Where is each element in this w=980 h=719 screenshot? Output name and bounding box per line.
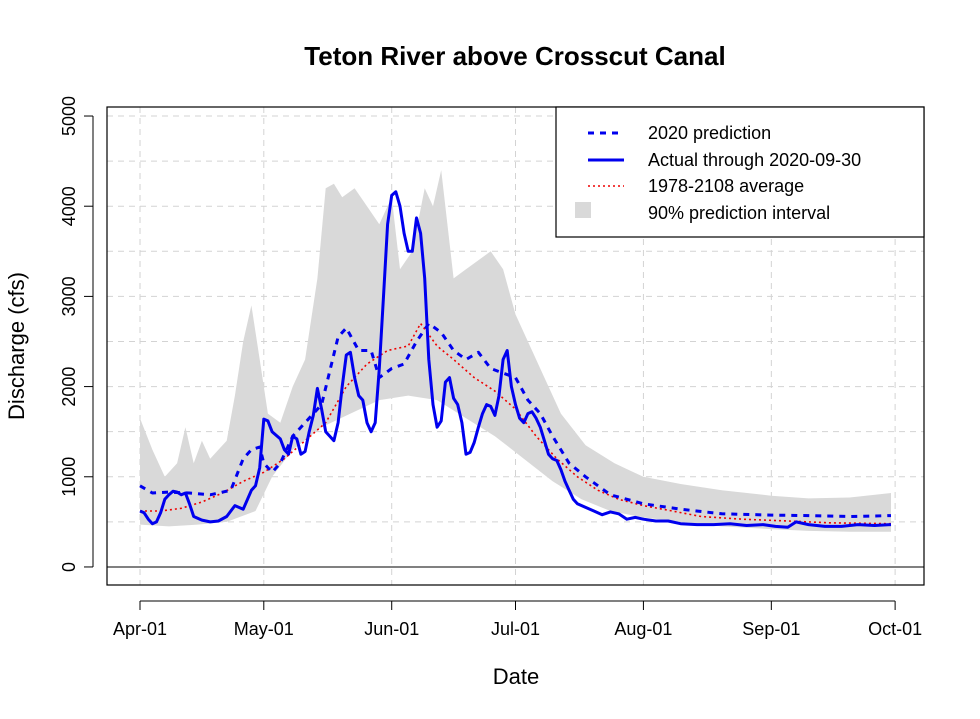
y-axis-label: Discharge (cfs) — [4, 272, 29, 420]
y-tick-label-2: 2000 — [59, 367, 79, 407]
chart-title: Teton River above Crosscut Canal — [304, 41, 725, 71]
x-tick-label-2: Jun-01 — [364, 619, 419, 639]
x-tick-label-3: Jul-01 — [491, 619, 540, 639]
interval-layer — [140, 170, 891, 532]
series-line-actual — [139, 190, 892, 529]
legend-label-average: 1978-2108 average — [648, 176, 804, 196]
y-tick-label-4: 4000 — [59, 186, 79, 226]
x-tick-label-5: Sep-01 — [742, 619, 800, 639]
series-line-prediction — [139, 322, 892, 518]
y-tick-label-0: 0 — [59, 562, 79, 572]
legend-label-interval: 90% prediction interval — [648, 203, 830, 223]
legend-swatch-interval — [575, 202, 591, 218]
x-tick-label-0: Apr-01 — [113, 619, 167, 639]
x-tick-label-1: May-01 — [234, 619, 294, 639]
y-axis: 0 1000 2000 3000 4000 5000 — [59, 96, 94, 572]
x-axis: Apr-01 May-01 Jun-01 Jul-01 Aug-01 Sep-01 Oct-… — [113, 600, 922, 639]
legend-label-prediction: 2020 prediction — [648, 123, 771, 143]
x-tick-label-4: Aug-01 — [614, 619, 672, 639]
prediction-interval-band — [140, 170, 891, 532]
y-tick-label-3: 3000 — [59, 276, 79, 316]
legend-label-actual: Actual through 2020-09-30 — [648, 150, 861, 170]
y-tick-label-1: 1000 — [59, 457, 79, 497]
x-tick-label-6: Oct-01 — [868, 619, 922, 639]
legend-box — [555, 106, 925, 238]
plot-frame — [106, 106, 925, 586]
legend: 2020 prediction Actual through 2020-09-3… — [555, 106, 925, 238]
x-axis-label: Date — [493, 664, 539, 689]
y-tick-label-5: 5000 — [59, 96, 79, 136]
series-layer — [139, 190, 892, 529]
